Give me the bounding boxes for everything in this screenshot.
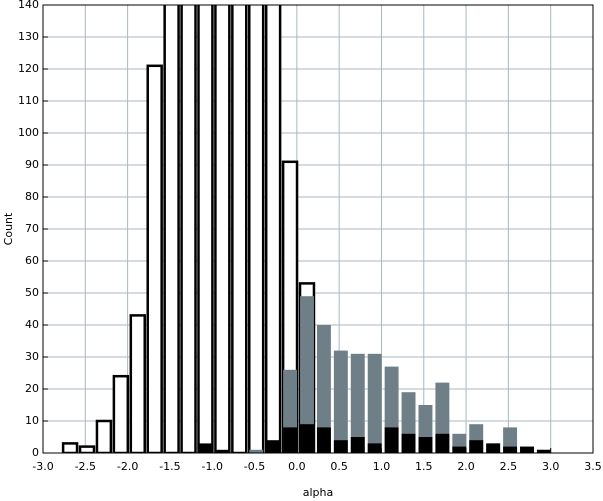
histogram-bar <box>283 427 298 453</box>
histogram-bar <box>231 5 248 453</box>
y-axis-label: Count <box>2 212 15 245</box>
histogram-bar <box>503 446 518 453</box>
plot-frame <box>42 4 594 454</box>
histogram-bar <box>333 440 348 453</box>
y-tick-label: 50 <box>25 286 39 299</box>
histogram-bar <box>249 449 264 453</box>
x-tick-label: -2.5 <box>75 460 96 473</box>
y-tick-label: 60 <box>25 254 39 267</box>
histogram-bar <box>163 5 180 453</box>
x-tick-label: 1.5 <box>415 460 433 473</box>
x-tick-label: -3.0 <box>32 460 53 473</box>
histogram-bar <box>384 427 399 453</box>
histogram-bar <box>316 427 331 453</box>
histogram-bar <box>401 433 416 453</box>
histogram-bar <box>300 296 314 453</box>
histogram-bar <box>180 5 197 453</box>
histogram-bar <box>367 443 382 453</box>
y-tick-label: 110 <box>18 94 39 107</box>
x-tick-label: -0.5 <box>244 460 265 473</box>
y-tick-label: 90 <box>25 158 39 171</box>
x-tick-label: 2.0 <box>457 460 475 473</box>
histogram-bar <box>469 440 484 453</box>
y-tick-label: 10 <box>25 414 39 427</box>
histogram-bar <box>215 449 230 453</box>
y-tick-label: 70 <box>25 222 39 235</box>
histogram-bar <box>520 446 534 453</box>
y-tick-label: 40 <box>25 318 39 331</box>
histogram-bar <box>198 443 213 453</box>
x-tick-label: 3.5 <box>584 460 602 473</box>
histogram-bar <box>129 314 146 453</box>
histogram-bar <box>264 5 282 453</box>
x-tick-label: 0.5 <box>330 460 348 473</box>
histogram-bar <box>316 325 331 453</box>
y-tick-label: 30 <box>25 350 39 363</box>
y-tick-label: 80 <box>25 190 39 203</box>
histogram-bar <box>300 424 314 453</box>
histogram-bar <box>418 437 433 453</box>
histogram-bar <box>78 445 96 453</box>
histogram-bar <box>248 5 265 453</box>
histogram-bar <box>452 446 467 453</box>
histogram-bar <box>61 442 79 453</box>
histogram-bar <box>95 419 113 453</box>
x-tick-label: -1.5 <box>159 460 180 473</box>
x-tick-label: 1.0 <box>373 460 391 473</box>
histogram-bar <box>146 64 163 453</box>
histogram-bar <box>435 433 450 453</box>
y-tick-label: 120 <box>18 62 39 75</box>
histogram-bar <box>350 437 365 453</box>
y-tick-label: 140 <box>18 0 39 11</box>
histogram-bar <box>536 449 551 453</box>
x-axis-label: alpha <box>303 486 334 499</box>
y-tick-label: 130 <box>18 30 39 43</box>
y-tick-label: 100 <box>18 126 39 139</box>
histogram-bar <box>214 5 231 453</box>
histogram-bar <box>367 353 382 453</box>
x-tick-label: 0.0 <box>288 460 306 473</box>
histogram-bar <box>266 440 281 453</box>
x-tick-label: 3.0 <box>542 460 560 473</box>
histogram-bar <box>197 5 214 453</box>
y-tick-label: 20 <box>25 382 39 395</box>
x-tick-label: -1.0 <box>201 460 222 473</box>
histogram-bar <box>333 350 348 453</box>
x-tick-label: -2.0 <box>117 460 138 473</box>
histogram-bar <box>486 443 501 453</box>
y-tick-label: 0 <box>32 446 39 459</box>
x-tick-label: 2.5 <box>500 460 518 473</box>
plot-area <box>61 5 551 453</box>
histogram-bar <box>350 353 365 453</box>
histogram-bar <box>112 374 130 453</box>
